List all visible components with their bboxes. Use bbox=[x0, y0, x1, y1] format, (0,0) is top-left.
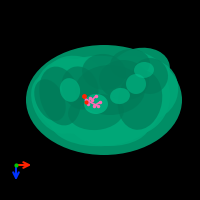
Ellipse shape bbox=[75, 65, 145, 115]
Ellipse shape bbox=[31, 74, 81, 134]
Ellipse shape bbox=[68, 94, 124, 130]
Ellipse shape bbox=[90, 56, 170, 136]
Ellipse shape bbox=[99, 60, 149, 100]
Ellipse shape bbox=[84, 94, 108, 114]
Ellipse shape bbox=[39, 67, 81, 125]
Ellipse shape bbox=[82, 54, 126, 90]
Ellipse shape bbox=[70, 102, 150, 146]
Ellipse shape bbox=[61, 66, 99, 110]
Ellipse shape bbox=[110, 49, 150, 79]
Ellipse shape bbox=[132, 58, 168, 94]
Ellipse shape bbox=[110, 88, 130, 104]
Ellipse shape bbox=[122, 60, 178, 120]
Ellipse shape bbox=[35, 58, 105, 134]
Ellipse shape bbox=[26, 45, 182, 155]
Ellipse shape bbox=[34, 79, 66, 121]
Ellipse shape bbox=[134, 62, 154, 78]
Ellipse shape bbox=[54, 56, 154, 112]
Ellipse shape bbox=[60, 78, 80, 102]
Ellipse shape bbox=[126, 74, 146, 94]
Ellipse shape bbox=[48, 56, 104, 96]
Ellipse shape bbox=[118, 70, 162, 130]
Ellipse shape bbox=[49, 86, 159, 146]
Ellipse shape bbox=[110, 48, 170, 92]
